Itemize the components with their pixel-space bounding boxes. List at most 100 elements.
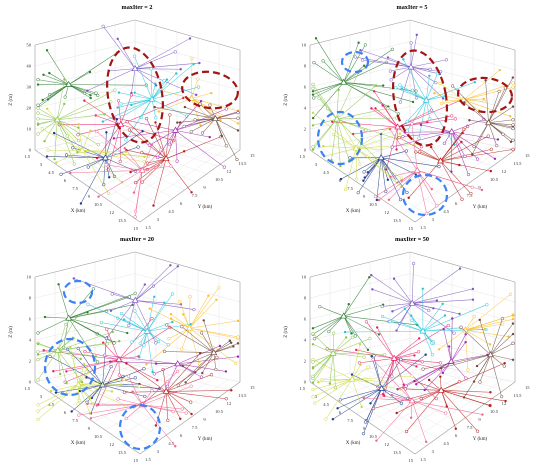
node-marker <box>46 107 49 111</box>
link-line <box>355 56 411 68</box>
node-marker <box>488 404 492 407</box>
node-marker <box>142 367 146 371</box>
link-line <box>146 293 173 332</box>
node-marker <box>156 379 159 382</box>
link-line <box>422 315 446 332</box>
node-marker <box>450 84 455 88</box>
node-marker <box>416 350 421 354</box>
axis-line <box>309 251 411 278</box>
node-marker <box>434 80 438 85</box>
z-tick-label: 0 <box>29 148 32 153</box>
node-marker <box>464 340 467 344</box>
node-marker <box>501 322 505 326</box>
link-line <box>82 150 126 153</box>
link-line <box>215 112 239 119</box>
y-tick-label: 6 <box>455 201 458 206</box>
node-marker <box>189 384 193 388</box>
node-marker <box>143 394 147 399</box>
y-tick-label: 9 <box>203 185 206 190</box>
link-line <box>343 42 359 83</box>
node-marker <box>392 277 396 280</box>
link-line <box>202 352 215 374</box>
x-tick-label: 15 <box>133 226 138 231</box>
grid-line <box>409 359 516 383</box>
node-marker <box>123 146 126 150</box>
link-line <box>122 379 167 392</box>
node-marker <box>499 394 504 399</box>
link-line <box>68 84 91 96</box>
node-marker <box>71 146 75 150</box>
node-marker <box>311 343 315 346</box>
link-line <box>411 263 414 304</box>
node-marker <box>76 402 80 406</box>
x-axis-label: X (km) <box>71 209 86 214</box>
node-marker <box>174 445 177 448</box>
node-marker <box>236 116 240 120</box>
link-line <box>405 388 442 391</box>
link-line <box>355 148 361 165</box>
link-line <box>44 119 58 142</box>
link-line <box>191 98 201 126</box>
hub-marker <box>377 153 385 161</box>
node-marker <box>361 431 366 436</box>
link-line <box>166 390 232 392</box>
node-marker <box>410 88 415 92</box>
link-line <box>375 170 418 197</box>
node-marker <box>209 373 214 377</box>
link-line <box>332 121 398 128</box>
link-line <box>460 327 491 355</box>
node-marker <box>468 119 471 122</box>
node-marker <box>85 367 89 370</box>
link-line <box>142 385 192 406</box>
link-line <box>490 323 514 355</box>
node-marker <box>340 121 343 125</box>
link-line <box>393 338 420 359</box>
node-marker <box>117 373 122 377</box>
node-marker <box>331 418 335 421</box>
node-marker <box>374 156 378 160</box>
node-marker <box>181 364 184 368</box>
axis-line <box>34 19 136 46</box>
red-dashed-ellipse <box>181 70 239 110</box>
link-line <box>154 363 178 375</box>
node-marker <box>328 382 332 385</box>
node-marker <box>169 312 173 316</box>
link-line <box>343 315 369 351</box>
node-marker <box>36 342 40 346</box>
hub-marker <box>437 386 445 393</box>
node-marker <box>402 58 405 61</box>
node-marker <box>127 323 131 328</box>
link-line <box>399 303 413 324</box>
panel-title: maxIter = 5 <box>397 4 428 11</box>
link-line <box>82 150 123 183</box>
link-line <box>411 391 439 402</box>
x-tick-label: 9 <box>88 426 91 431</box>
node-marker <box>133 376 138 380</box>
hub-marker <box>394 123 402 130</box>
link-line <box>314 378 353 404</box>
x-tick-label: 1.5 <box>299 154 305 159</box>
link-line <box>153 158 167 206</box>
grid-line <box>356 137 457 183</box>
link-line <box>87 403 143 406</box>
node-marker <box>36 106 40 110</box>
link-line <box>406 390 442 432</box>
link-line <box>331 119 338 161</box>
node-marker <box>159 148 163 152</box>
link-line <box>68 52 118 85</box>
link-line <box>189 327 239 338</box>
link-line <box>370 388 382 404</box>
node-marker <box>511 358 515 361</box>
y-tick-label: 7.5 <box>467 425 473 430</box>
link-line <box>488 91 500 123</box>
grid-line <box>409 63 516 91</box>
node-marker <box>65 381 68 385</box>
link-line <box>103 157 106 185</box>
node-marker <box>478 318 481 322</box>
node-marker <box>196 77 200 81</box>
link-line <box>105 157 110 178</box>
node-marker <box>36 353 40 356</box>
link-line <box>378 170 418 201</box>
node-marker <box>215 298 218 301</box>
